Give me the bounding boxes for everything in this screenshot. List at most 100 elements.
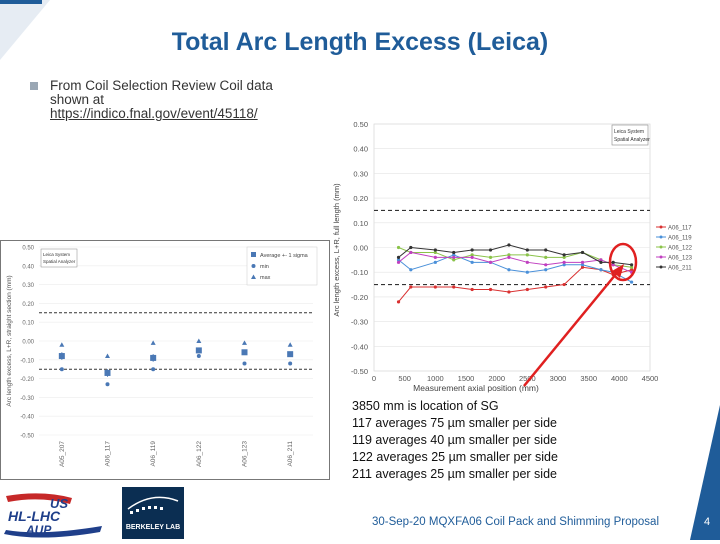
data-point [507,243,511,247]
x-tick-label: 2000 [488,374,505,383]
y-tick-label: -0.20 [20,377,34,383]
data-point [525,248,529,252]
data-point [452,258,456,262]
data-point [544,263,548,267]
straight-section-scatter-chart: 0.50 0.40 0.30 0.20 0.10 0.00 -0.10 -0.20 -0.30 -… [6,246,318,467]
min-marker [242,361,247,366]
legend-box-label: Leica System [43,252,70,257]
y-tick-label: -0.10 [20,358,34,364]
data-point [433,250,437,255]
data-point [488,287,493,292]
data-point [396,258,401,262]
annotation-line: 119 averages 40 µm smaller per side [352,433,557,447]
legend-marker [659,265,663,269]
average-marker [241,349,248,356]
y-tick-label: -0.10 [351,268,368,277]
legend-label: max [260,275,271,281]
y-tick-label: -0.50 [351,367,368,376]
top-accent-bar [0,0,42,4]
legend-frame [246,246,318,286]
average-marker [58,353,65,360]
average-marker [195,347,202,354]
legend-label: Average +- 1 sigma [260,253,309,259]
data-point [562,253,566,257]
y-tick-label: -0.50 [20,434,34,440]
berkeley-lab-logo: BERKELEY LAB [122,487,184,539]
series-line [398,254,632,283]
legend-label: A06_123 [668,256,692,262]
y-tick-label: 0.00 [353,244,368,253]
x-tick-label: 2500 [519,374,536,383]
data-point [580,265,585,269]
arc-length-line-chart: 0.50 0.40 0.30 0.20 0.10 0.00 -0.10 -0.20 -0.30 -… [332,120,692,393]
legend-label: A06_117 [668,226,692,232]
legend-box [40,248,78,268]
data-point [452,285,456,289]
y-tick-label: -0.40 [20,415,34,421]
y-axis-label: Arc length excess, L+R, straight section… [6,275,13,406]
max-marker [287,342,293,347]
y-axis-label: Arc length excess, L+R, full length (mm) [332,183,341,317]
logo-line: HL-LHC [8,508,61,524]
legend-label: A06_122 [668,246,692,252]
x-tick-label: A06_122 [196,441,203,467]
data-point [452,253,456,257]
legend-box [611,124,649,146]
data-point [599,258,603,262]
data-point [611,260,615,264]
y-tick-label: -0.40 [351,342,368,351]
data-point [562,282,566,287]
average-marker [150,354,157,361]
data-point [470,248,474,252]
data-point [452,255,456,259]
x-tick-label: 4500 [642,374,659,383]
x-tick-label: A05_207 [59,441,66,467]
x-tick-label: 3500 [580,374,597,383]
data-point [507,255,511,259]
y-tick-label: 0.40 [22,264,34,270]
corner-decoration [0,0,50,60]
data-point [396,300,401,304]
data-point [630,280,634,284]
straight-section-chart-frame: 0.50 0.40 0.30 0.20 0.10 0.00 -0.10 -0.20 -0.30 -… [0,240,330,480]
y-tick-label: 0.20 [22,302,34,308]
data-point [630,265,634,269]
min-marker [105,382,110,387]
x-tick-label: A06_117 [105,441,112,467]
bullet-line: shown at [50,92,105,107]
data-point [544,255,548,259]
data-point [488,260,493,264]
indico-link[interactable]: https://indico.fnal.gov/event/45118/ [50,106,258,121]
data-point [507,253,511,257]
data-point [544,248,548,252]
data-point [433,285,437,289]
us-hl-lhc-aup-logo: US HL-LHC AUP [4,493,102,538]
logo-line: US [50,496,68,511]
y-tick-label: 0.40 [353,145,368,154]
legend-marker [251,274,256,279]
legend-box-label: Spatial Analyzer [614,137,650,143]
x-tick-label: 1500 [458,374,475,383]
min-marker [196,354,201,359]
legend-marker [659,255,663,259]
annotation-line: 117 averages 75 µm smaller per side [352,416,557,430]
data-point [488,255,493,259]
x-tick-label: A06_119 [150,441,157,467]
footer-text: 30-Sep-20 MQXFA06 Coil Pack and Shimming… [372,516,660,528]
corner-decoration-right [690,405,720,540]
bullet-line: From Coil Selection Review Coil data [50,78,273,93]
legend-box-label: Spatial Analyzer [43,259,76,264]
y-tick-label: 0.50 [353,120,368,129]
max-marker [242,340,247,345]
data-point [470,253,474,257]
data-point [433,255,437,259]
data-point [580,260,585,264]
y-tick-label: -0.30 [351,318,368,327]
data-point [507,290,511,294]
data-point [470,255,474,259]
min-marker [288,361,293,366]
legend-box-label: Leica System [614,129,644,135]
data-point [452,250,456,255]
data-point [409,285,413,289]
x-tick-label: A06_211 [287,441,294,467]
